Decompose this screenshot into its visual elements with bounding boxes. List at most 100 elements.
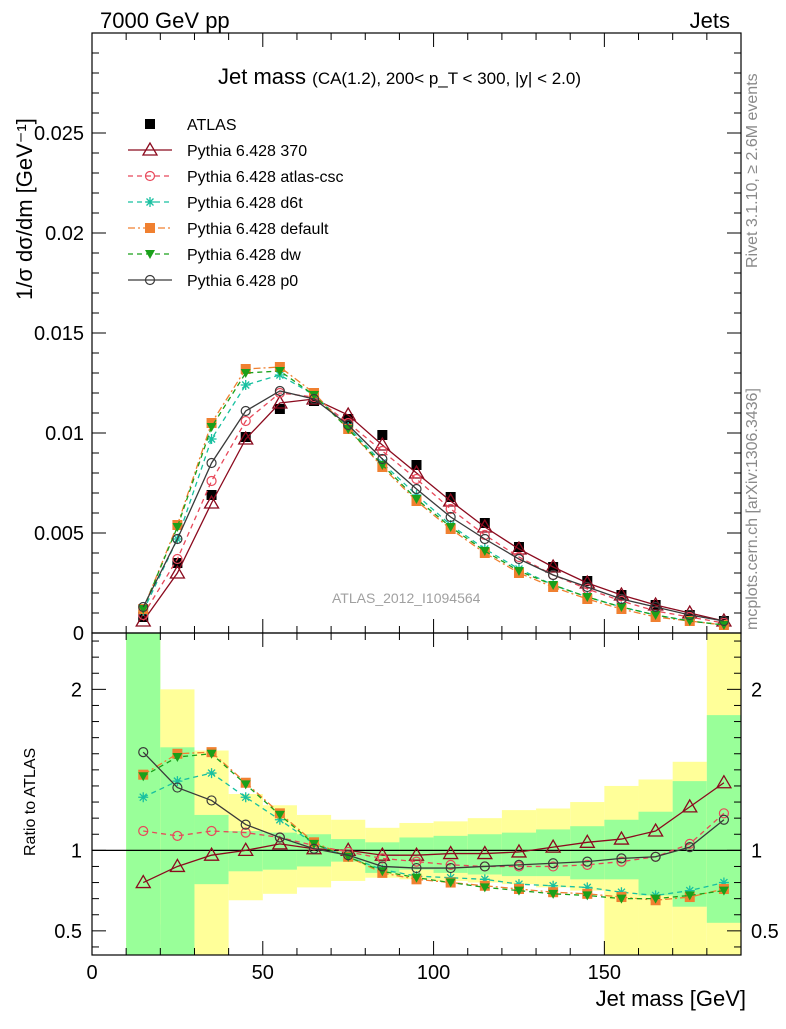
main-line-pythia-6-428-dw [142,370,724,626]
x-tick-label: 150 [588,962,621,984]
ratio-y-tick-label-left: 0.5 [54,921,82,943]
x-tick-label: 0 [86,962,97,984]
main-point-atlas [240,432,251,442]
plot-title: Jet mass (CA(1.2), 200< p_T < 300, |y| <… [218,64,581,90]
main-point-pythia-6-428-atlas-csc [172,553,183,565]
main-point-pythia-6-428-p0 [172,533,183,545]
ratio-point-pythia-6-428-p0 [548,858,559,869]
ratio-point-pythia-6-428-d6t [718,877,729,888]
main-point-pythia-6-428-p0 [411,483,422,495]
plot-title-main: Jet mass [218,64,307,89]
ratio-point-pythia-6-428-dw [377,867,388,877]
main-point-pythia-6-428-p0 [138,601,149,613]
ratio-point-pythia-6-428-dw [548,889,559,899]
ratio-band-inner [194,814,229,885]
main-line-pythia-6-428-default [142,366,724,626]
ratio-y-tick-label-left: 2 [71,679,82,701]
main-point-pythia-6-428-370 [374,436,391,451]
main-y-tick-label: 0.015 [34,323,84,345]
main-line-pythia-6-428-p0 [142,390,725,622]
ratio-point-pythia-6-428-atlas-csc [548,861,559,872]
main-y-axis-label: 1/σ dσ/dm [GeV⁻¹] [12,118,37,300]
header-right: Jets [689,8,730,33]
main-point-pythia-6-428-p0 [308,393,320,405]
legend-entry-label: Pythia 6.428 default [187,221,329,238]
main-point-pythia-6-428-p0 [240,405,251,417]
ratio-y-axis-label: Ratio to ATLAS [22,747,39,856]
main-point-pythia-6-428-atlas-csc [206,475,217,487]
main-point-pythia-6-428-370 [135,612,152,627]
ratio-point-pythia-6-428-atlas-csc [411,856,422,867]
main-point-pythia-6-428-p0 [718,615,730,627]
x-tick-label: 100 [417,962,450,984]
main-line-pythia-6-428-atlas-csc [142,392,725,624]
main-point-pythia-6-428-p0 [479,533,490,545]
ratio-point-pythia-6-428-d6t [479,874,490,885]
ratio-point-pythia-6-428-p0 [274,832,285,843]
ratio-point-pythia-6-428-p0 [206,795,217,806]
main-point-pythia-6-428-atlas-csc [240,415,251,427]
ratio-point-pythia-6-428-d6t [138,792,149,803]
main-point-pythia-6-428-370 [544,558,562,573]
legend-entry-label: Pythia 6.428 370 [187,143,307,160]
ratio-point-pythia-6-428-d6t [172,776,183,787]
main-point-atlas [138,612,149,622]
main-point-pythia-6-428-370 [203,494,220,509]
main-point-pythia-6-428-dw [582,593,593,602]
ratio-point-pythia-6-428-370 [613,830,630,845]
ratio-y-tick-label-right: 1 [751,840,762,862]
legend-entry-label: Pythia 6.428 atlas-csc [187,169,344,186]
ratio-point-pythia-6-428-dw [445,878,456,888]
ratio-point-pythia-6-428-atlas-csc [718,808,730,819]
ratio-point-pythia-6-428-dw [718,886,729,896]
ratio-point-pythia-6-428-370 [476,845,493,860]
analysis-watermark: ATLAS_2012_I1094564 [332,590,481,606]
ratio-point-pythia-6-428-atlas-csc [206,825,217,837]
ratio-point-pythia-6-428-p0 [650,851,661,862]
ratio-point-pythia-6-428-dw [138,772,149,782]
ratio-point-pythia-6-428-p0 [684,842,695,853]
ratio-point-pythia-6-428-atlas-csc [377,853,388,864]
ratio-point-pythia-6-428-dw [582,891,593,901]
ratio-band-inner [604,819,639,880]
ratio-point-pythia-6-428-atlas-csc [616,856,627,867]
ratio-point-pythia-6-428-atlas-csc [240,827,251,838]
ratio-point-pythia-6-428-370 [715,774,733,789]
ratio-line-pythia-6-428-dw [142,753,725,900]
main-line-pythia-6-428-d6t [142,374,724,626]
ratio-point-pythia-6-428-d6t [206,768,217,779]
legend-entry-label: Pythia 6.428 dw [187,247,301,264]
ratio-point-pythia-6-428-p0 [513,859,525,870]
main-point-pythia-6-428-dw [138,605,149,614]
ratio-point-pythia-6-428-dw [513,886,524,896]
ratio-point-pythia-6-428-dw [616,894,627,904]
ratio-point-pythia-6-428-dw [479,883,490,893]
main-point-pythia-6-428-dw [616,603,627,612]
ratio-point-pythia-6-428-370 [579,834,596,848]
legend-marker [145,197,155,207]
main-point-pythia-6-428-370 [442,492,459,507]
main-point-atlas [274,404,285,414]
main-point-pythia-6-428-d6t [240,380,251,390]
ratio-line-pythia-6-428-d6t [142,772,725,897]
main-point-pythia-6-428-370 [271,394,289,409]
ratio-point-pythia-6-428-p0 [411,862,422,874]
legend-marker [144,170,156,182]
main-point-atlas [377,430,388,440]
main-point-pythia-6-428-370 [169,564,186,579]
ratio-point-pythia-6-428-370 [135,874,152,889]
main-y-tick-label: 0.025 [34,123,84,145]
legend-marker [145,250,155,259]
main-point-pythia-6-428-dw [479,547,490,556]
ratio-point-pythia-6-428-p0 [445,862,456,874]
ratio-point-pythia-6-428-p0 [308,843,320,854]
x-tick-label: 50 [252,962,274,984]
ratio-point-pythia-6-428-p0 [479,861,490,872]
main-point-pythia-6-428-dw [548,581,559,590]
legend-marker [145,119,155,129]
main-y-tick-label: 0.005 [34,523,84,545]
ratio-point-pythia-6-428-370 [203,846,220,861]
ratio-point-pythia-6-428-atlas-csc [172,830,183,841]
main-point-pythia-6-428-dw [172,523,183,532]
legend-marker [145,223,155,233]
